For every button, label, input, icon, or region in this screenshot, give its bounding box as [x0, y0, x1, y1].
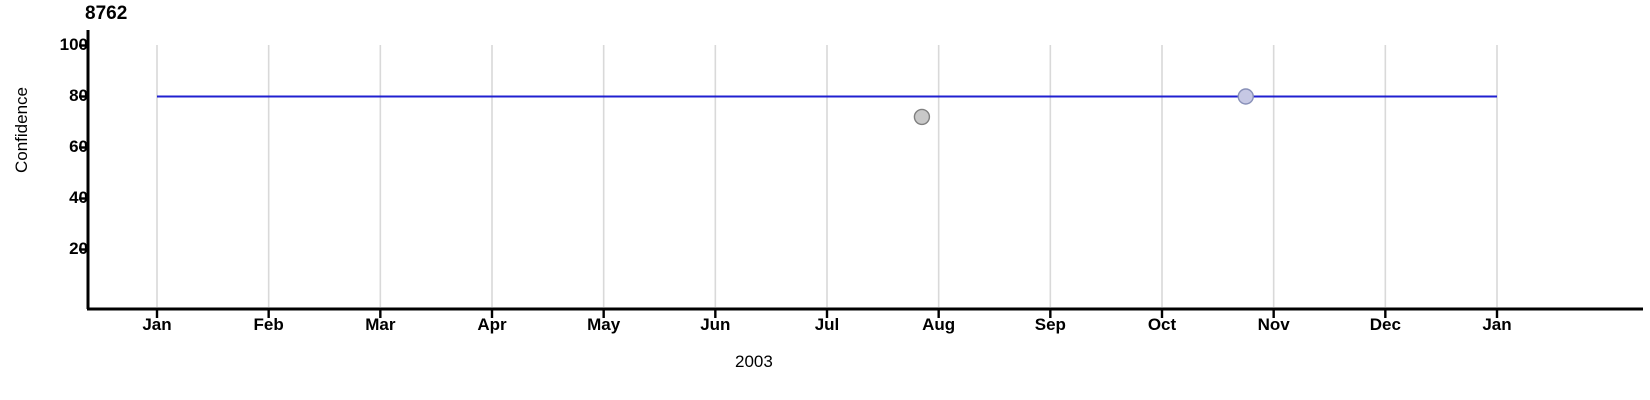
x-axis-tick-label: Nov — [1257, 315, 1290, 334]
chart-title: 8762 — [85, 3, 128, 24]
x-axis-ticks — [155, 309, 1499, 318]
data-points — [913, 88, 1254, 126]
gridlines — [156, 45, 1498, 307]
x-axis-tick-label: Feb — [253, 315, 284, 334]
y-axis-ticks — [79, 44, 88, 251]
x-axis-tick-label: Aug — [922, 315, 956, 334]
y-axis-tick-label: 20 — [69, 238, 88, 258]
x-axis-title: 2003 — [735, 352, 773, 371]
y-axis-tick-label: 100 — [59, 34, 88, 54]
y-axis-tick-label: 40 — [69, 187, 88, 207]
x-axis-tick-label: Oct — [1147, 315, 1177, 334]
x-axis-tick-label: Dec — [1369, 315, 1401, 334]
x-axis-tick-label: Jan — [142, 315, 172, 334]
x-axis-tick-label: May — [587, 315, 621, 334]
y-axis-tick-label: 80 — [69, 85, 88, 105]
x-axis-tick-label: Jul — [814, 315, 840, 334]
axis-spines — [86, 30, 1643, 311]
data-point[interactable] — [913, 108, 931, 126]
x-axis-tick-label: Jan — [1482, 315, 1512, 334]
x-axis-tick-label: Sep — [1034, 315, 1066, 334]
x-axis-tick-label: Apr — [477, 315, 507, 334]
y-axis-tick-label: 60 — [69, 136, 88, 156]
data-point[interactable] — [1237, 88, 1254, 105]
x-axis-tick-label: Mar — [365, 315, 396, 334]
x-axis-tick-label: Jun — [700, 315, 731, 334]
